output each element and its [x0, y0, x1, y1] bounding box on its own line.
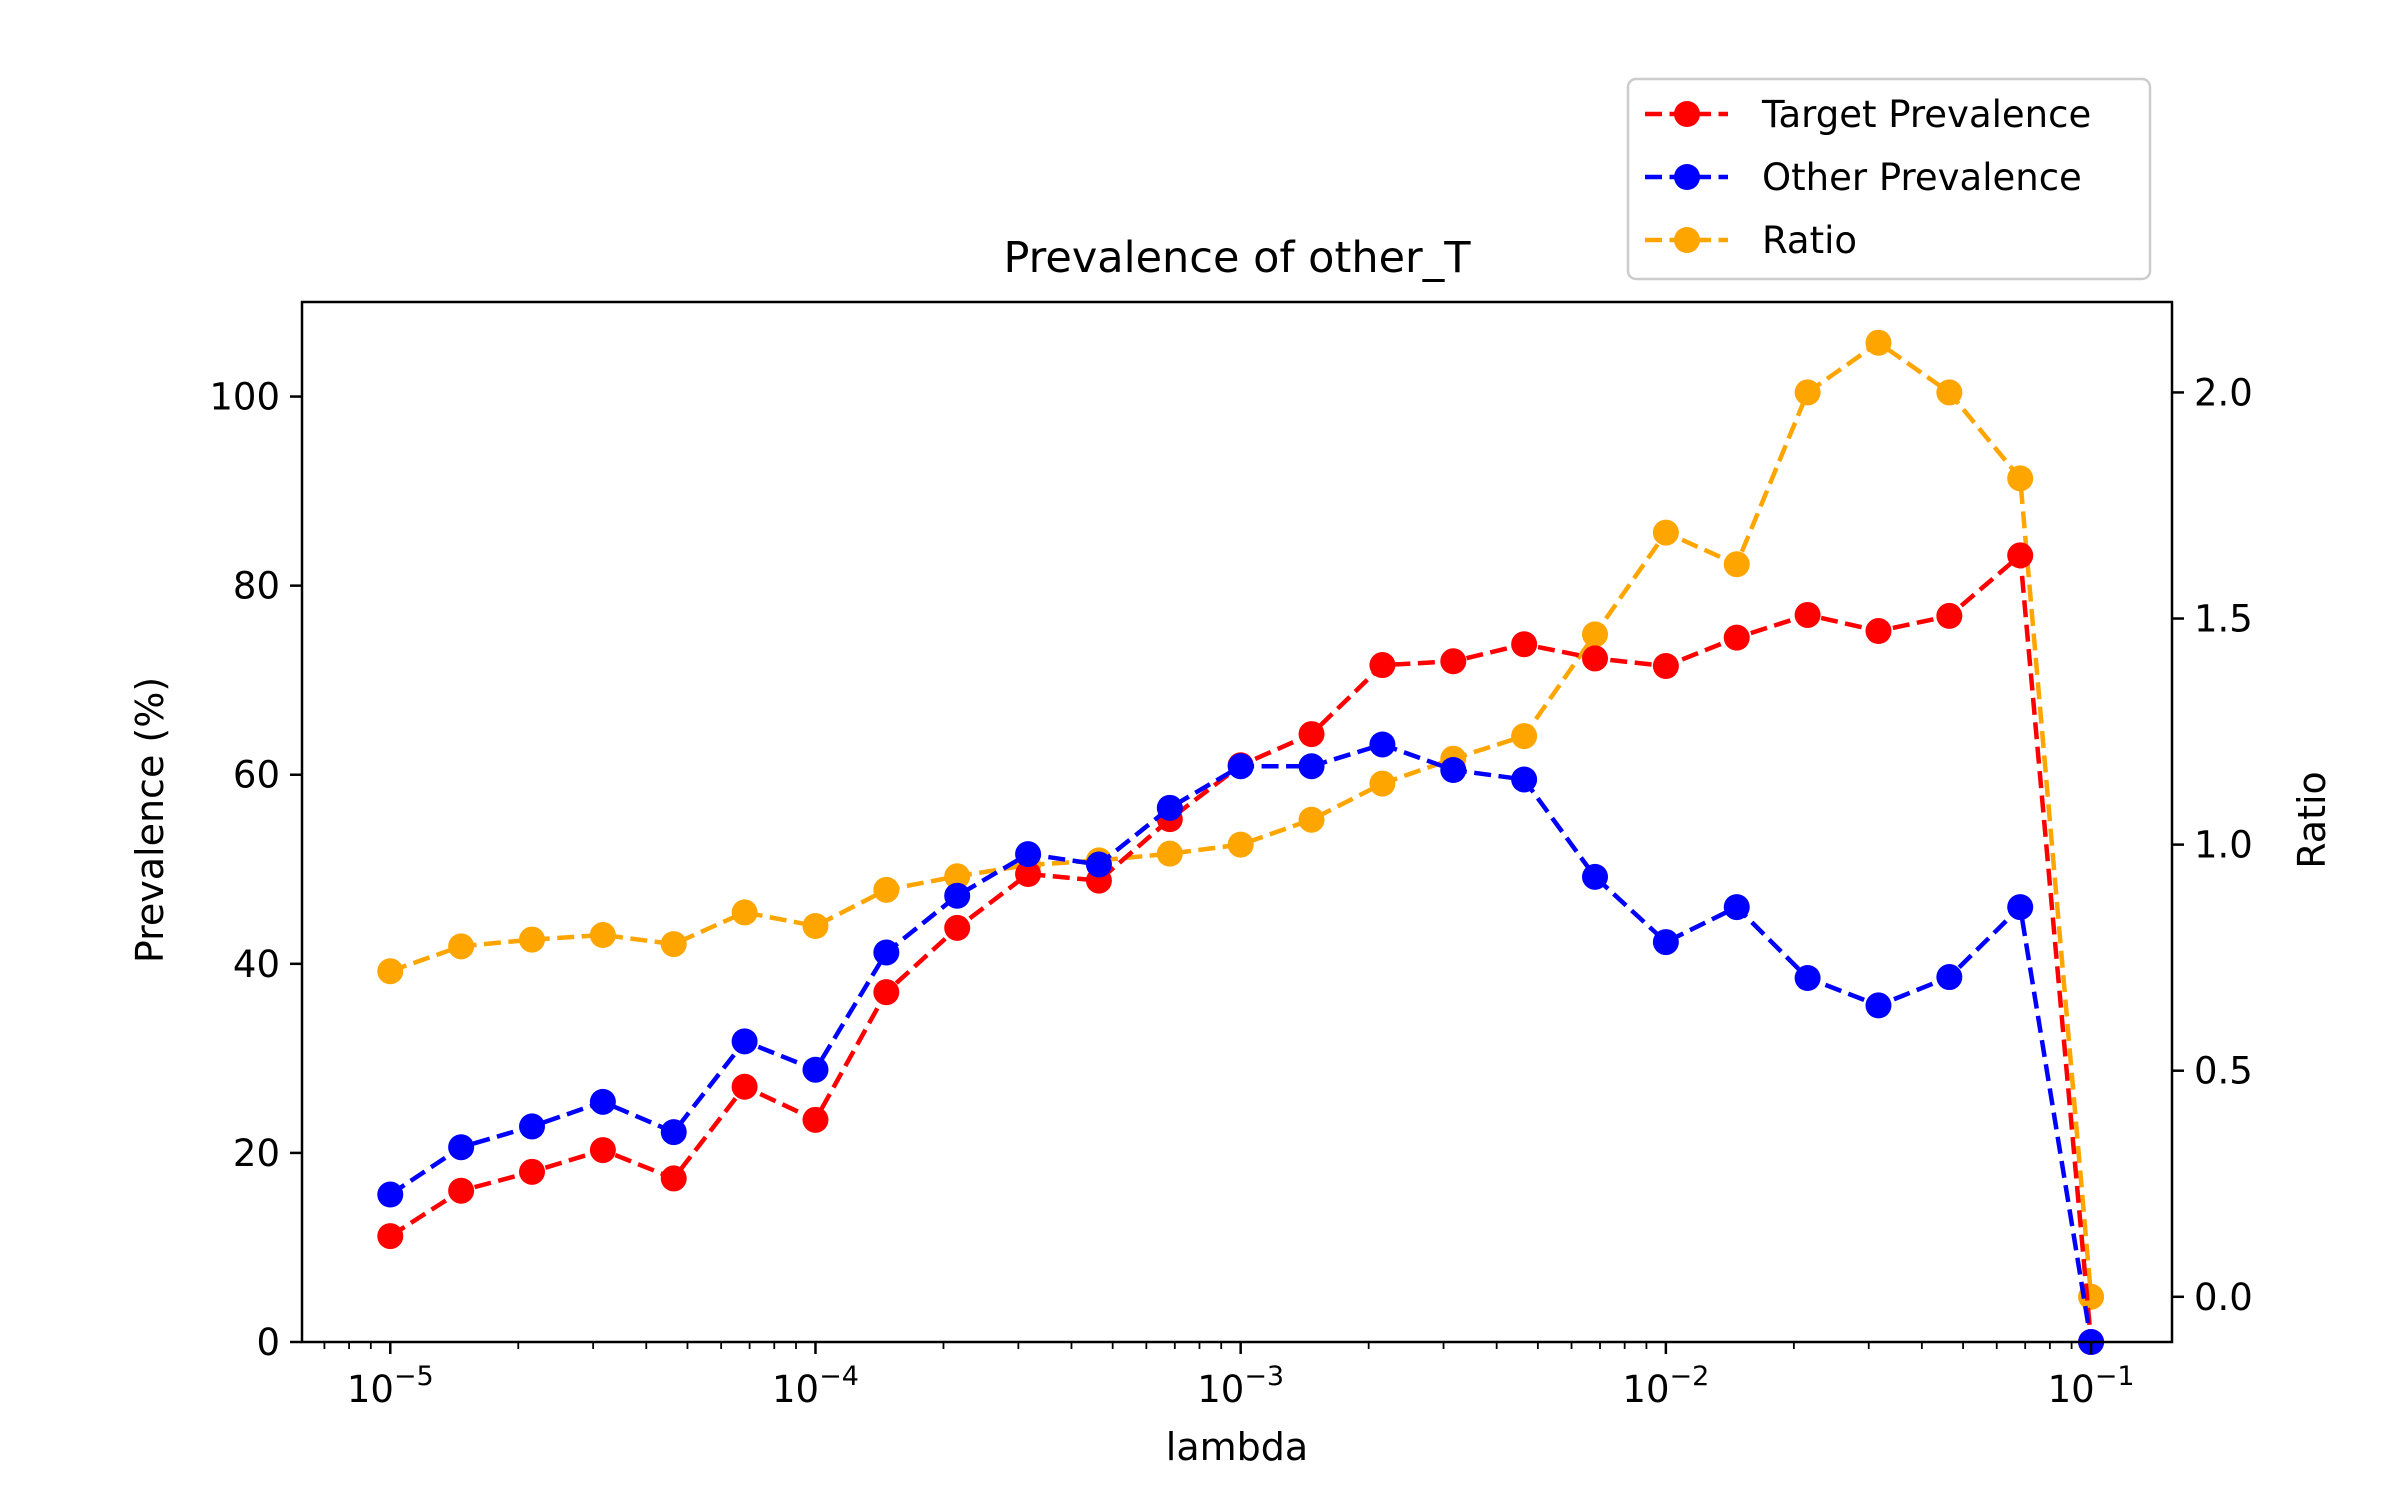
y-tick-label: 0 [256, 1321, 280, 1364]
data-point [1794, 965, 1821, 991]
y2-tick-label: 0.0 [2194, 1276, 2253, 1319]
x-tick-label: 10−5 [347, 1361, 434, 1411]
data-point [802, 1106, 829, 1133]
data-point [589, 922, 616, 949]
y-tick-label: 100 [209, 376, 280, 419]
legend-entry: Ratio [1645, 219, 1857, 262]
y-axis-label: Prevalence (%) [128, 677, 172, 963]
data-point [1015, 841, 1042, 868]
data-point [731, 1028, 758, 1055]
data-point [448, 933, 475, 960]
y2-tick-label: 2.0 [2194, 371, 2253, 414]
legend-label: Target Prevalence [1761, 93, 2091, 136]
data-point [1369, 652, 1396, 679]
data-point [1865, 618, 1892, 645]
data-point [1936, 964, 1963, 991]
legend-label: Ratio [1762, 219, 1857, 262]
y2-tick-label: 1.0 [2194, 824, 2253, 867]
data-point [1652, 653, 1679, 679]
data-point [1156, 840, 1183, 867]
data-point [1440, 648, 1467, 675]
data-point [1865, 992, 1892, 1019]
data-point [873, 876, 900, 903]
y-tick-label: 40 [233, 943, 280, 986]
data-point [377, 1181, 404, 1208]
data-point [1936, 379, 1963, 406]
data-point [1227, 753, 1254, 780]
data-point [1298, 721, 1325, 748]
data-point [1298, 753, 1325, 780]
data-point [1582, 645, 1609, 672]
y2-axis-label: Ratio [2290, 771, 2334, 869]
data-point [1794, 601, 1821, 628]
data-point [660, 1165, 687, 1192]
data-point [1298, 806, 1325, 833]
data-point [519, 926, 546, 953]
data-point [1652, 519, 1679, 546]
data-point [1865, 329, 1892, 356]
legend-entry: Target Prevalence [1645, 93, 2091, 136]
data-point [1652, 929, 1679, 956]
y-tick-label: 20 [233, 1132, 280, 1175]
data-point [1723, 624, 1750, 651]
data-point [1511, 631, 1538, 658]
data-point [2007, 465, 2034, 492]
data-point [377, 958, 404, 985]
data-point [660, 1119, 687, 1146]
y2-tick-label: 0.5 [2194, 1050, 2253, 1093]
data-point [519, 1158, 546, 1185]
legend-box [1626, 77, 2152, 281]
data-point [1936, 602, 1963, 629]
legend: Target Prevalence Other Prevalence Ratio [1626, 77, 2152, 281]
y-tick-label: 80 [233, 565, 280, 608]
legend-label: Other Prevalence [1762, 156, 2082, 199]
data-point [1369, 770, 1396, 797]
data-point [448, 1177, 475, 1204]
data-point [1085, 851, 1112, 878]
data-point [1227, 831, 1254, 858]
data-point [944, 882, 971, 909]
y-tick-label: 60 [233, 754, 280, 797]
data-point [1794, 379, 1821, 406]
legend-marker [1674, 227, 1700, 253]
chart-title: Prevalence of other_T [1003, 233, 1471, 283]
data-point [944, 863, 971, 890]
data-point [802, 1056, 829, 1083]
legend-marker [1674, 101, 1700, 127]
data-point [660, 931, 687, 958]
data-point [1369, 731, 1396, 758]
data-point [448, 1134, 475, 1161]
series-other-prevalence [377, 731, 2105, 1355]
data-point [1582, 621, 1609, 648]
data-point [731, 899, 758, 926]
data-point [1015, 861, 1042, 887]
data-point [1723, 551, 1750, 578]
data-point [377, 1223, 404, 1250]
legend-entry: Other Prevalence [1645, 156, 2082, 199]
data-point [1723, 894, 1750, 921]
data-point [802, 913, 829, 939]
data-point [873, 979, 900, 1006]
data-point [1582, 863, 1609, 890]
data-point [1511, 766, 1538, 793]
legend-marker [1674, 164, 1700, 190]
y2-tick-label: 1.5 [2194, 598, 2253, 641]
series-ratio [377, 329, 2105, 1310]
data-point [1156, 794, 1183, 821]
data-point [873, 939, 900, 966]
data-point [944, 914, 971, 941]
data-point [589, 1137, 616, 1164]
plot-frame [300, 300, 2174, 1344]
data-point [731, 1073, 758, 1100]
data-point [2007, 542, 2034, 569]
x-axis-label: lambda [1166, 1425, 1308, 1469]
data-point [1440, 757, 1467, 783]
data-point [1511, 723, 1538, 750]
data-point [2007, 894, 2034, 921]
data-point [589, 1088, 616, 1115]
data-point [519, 1113, 546, 1140]
